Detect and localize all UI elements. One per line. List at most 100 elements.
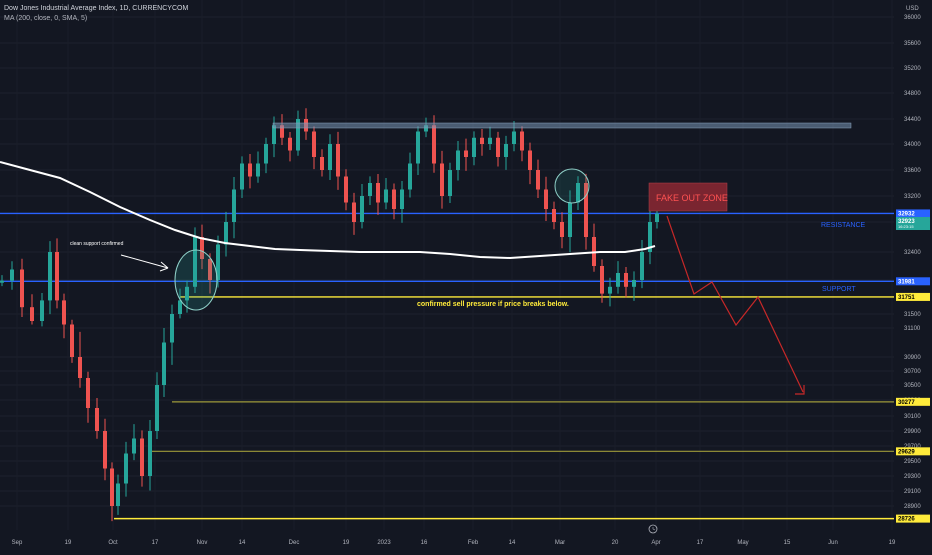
price-tag-label: 30277 (898, 400, 915, 406)
candle (448, 162, 452, 204)
candle (504, 135, 508, 170)
candle (336, 131, 340, 190)
candle (30, 294, 34, 325)
candle (296, 110, 300, 156)
candle (376, 173, 380, 215)
x-tick-label: Dec (289, 540, 300, 546)
candle (124, 441, 128, 497)
y-tick-label: 29100 (904, 489, 921, 495)
candle (520, 126, 524, 162)
candle (528, 142, 532, 185)
x-tick-label: 14 (509, 540, 516, 546)
y-tick-label: 30500 (904, 383, 921, 389)
candle (544, 176, 548, 221)
candle (288, 132, 292, 162)
y-tick-label: 34800 (904, 91, 921, 97)
candle (632, 271, 636, 301)
x-tick-label: 15 (784, 540, 791, 546)
candle (20, 258, 24, 318)
candle (368, 176, 372, 205)
candle (148, 420, 152, 491)
candle (78, 331, 82, 388)
y-tick-label: 29500 (904, 459, 921, 465)
y-tick-label: 29700 (904, 444, 921, 450)
candle (560, 212, 564, 249)
y-tick-label: 31100 (904, 326, 921, 332)
candle (472, 131, 476, 166)
y-axis: USD 36000 35600 35200 34800 34400 34000 33600 3… (894, 0, 932, 539)
candle (392, 183, 396, 220)
x-tick-label: Mar (555, 540, 565, 546)
candle (584, 173, 588, 250)
candle (200, 224, 204, 270)
chart-title: Dow Jones Industrial Average Index, 1D, … (4, 5, 188, 12)
currency-label: USD (906, 6, 919, 12)
y-tick-label: 32400 (904, 250, 921, 256)
sell-pressure-label: confirmed sell pressure if price breaks … (417, 301, 569, 308)
support-label: SUPPORT (822, 286, 856, 293)
x-tick-label: Nov (197, 540, 208, 546)
x-tick-label: May (737, 540, 748, 546)
x-tick-label: Apr (651, 540, 660, 546)
candle (360, 183, 364, 229)
price-tag-31751: 31751 (896, 292, 930, 301)
x-tick-label: 17 (697, 540, 704, 546)
fake-out-box (648, 182, 728, 212)
x-tick-label: 16 (421, 540, 428, 546)
y-tick-label: 31500 (904, 312, 921, 318)
candle (40, 293, 44, 327)
price-tag-31981: 31981 (896, 277, 930, 286)
x-tick-label: 2023 (377, 540, 391, 546)
x-tick-label: 20 (612, 540, 619, 546)
x-tick-label: 17 (152, 540, 159, 546)
price-tag-label: 31981 (898, 279, 915, 285)
ma-200-line (0, 161, 656, 260)
y-tick-label: 35600 (904, 41, 921, 47)
price-tag-label: 29629 (898, 449, 915, 455)
candle (10, 261, 14, 290)
x-tick-label: Oct (108, 540, 118, 546)
indicator-label: MA (200, close, 0, SMA, 5) (4, 15, 87, 22)
price-tag-label: 31751 (898, 295, 915, 301)
candle (62, 293, 66, 339)
candle (568, 190, 572, 253)
y-tick-label: 29900 (904, 429, 921, 435)
price-tag-32932: 32932 (896, 209, 930, 218)
candle (162, 328, 166, 397)
x-tick-label: Feb (468, 540, 479, 546)
candle (312, 126, 316, 170)
candle (232, 176, 236, 239)
candle (536, 159, 540, 199)
candle (0, 275, 4, 287)
candle (248, 153, 252, 189)
y-tick-label: 34000 (904, 142, 921, 148)
candle (416, 126, 420, 175)
time-icon[interactable] (648, 524, 658, 534)
candle (456, 140, 460, 181)
candle (280, 114, 284, 145)
candle (408, 152, 412, 198)
price-tag-label: 32923 (898, 219, 915, 225)
candle (208, 253, 212, 294)
y-tick-label: 36000 (904, 15, 921, 21)
top-circle (554, 168, 590, 204)
annotations: clean support confirmed FAKE OUT ZONE RE… (70, 122, 866, 395)
y-tick-label: 28900 (904, 504, 921, 510)
candle (256, 151, 260, 183)
x-tick-label: Jun (828, 540, 838, 546)
x-tick-label: Sep (12, 540, 23, 546)
y-tick-label: 33200 (904, 194, 921, 200)
projection-path (666, 215, 804, 393)
candle (480, 129, 484, 156)
price-tag-29629: 29629 (896, 447, 930, 456)
resistance-zone (272, 122, 852, 129)
candle (70, 319, 74, 363)
candle (155, 372, 159, 440)
candle (110, 462, 114, 522)
candle (648, 209, 652, 265)
candle (488, 126, 492, 151)
candle (132, 424, 136, 461)
